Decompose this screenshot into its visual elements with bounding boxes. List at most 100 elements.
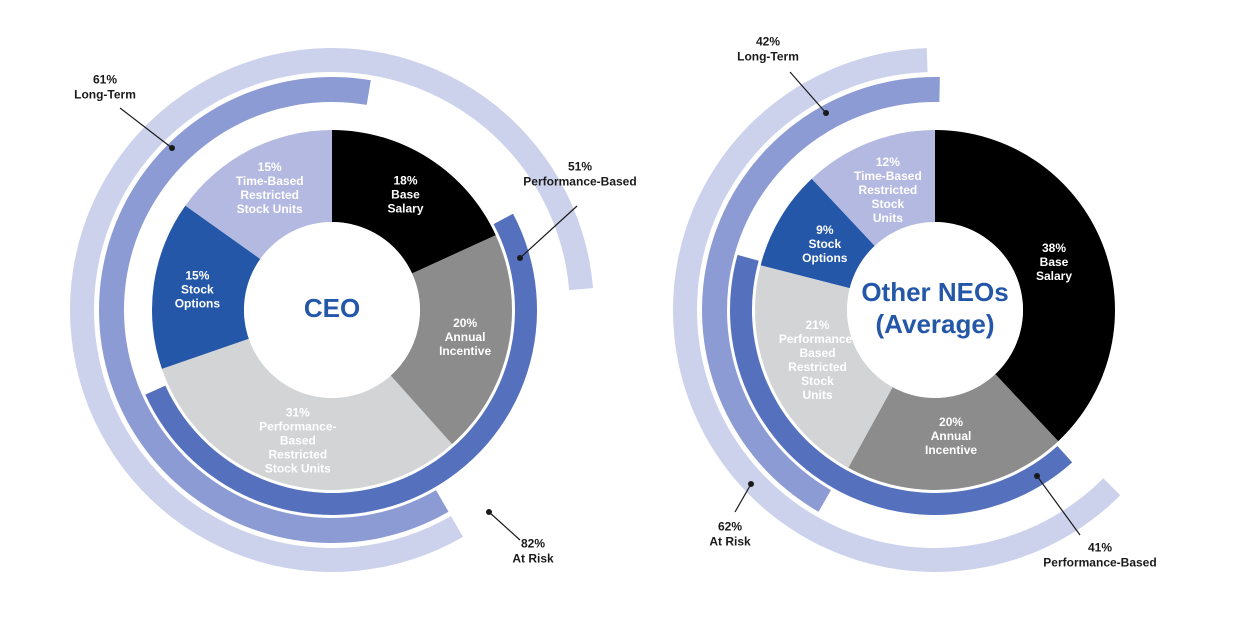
slice-label-line: Salary	[1036, 269, 1072, 283]
ring-annotation-line: Long-Term	[737, 50, 799, 64]
slice-label-line: Restricted	[240, 188, 299, 202]
slice-label: 20% Annual Incentive	[925, 415, 977, 457]
pie-slice	[332, 130, 496, 274]
slice-label-line: Stock	[872, 197, 905, 211]
slice-label-line: Restricted	[859, 183, 918, 197]
slice-label-line: Performance-	[259, 420, 336, 434]
annotation-leader	[488, 511, 521, 541]
slice-label-line: Restricted	[788, 360, 847, 374]
annotation-dot	[517, 255, 523, 261]
slice-label-line: Incentive	[925, 443, 977, 457]
ring-annotation: 42% Long-Term	[737, 35, 799, 64]
slice-label-line: 15%	[185, 269, 209, 283]
pie-slice	[185, 130, 332, 259]
slice-label-line: 21%	[806, 318, 830, 332]
slice-label-line: Stock Units	[265, 462, 331, 476]
chart-title-line: (Average)	[876, 309, 995, 339]
annotation-leader	[519, 205, 578, 259]
slice-label: 38% Base Salary	[1036, 241, 1072, 283]
slice-label-line: Stock	[181, 283, 214, 297]
ring-2-arc	[672, 48, 1121, 573]
pie-slice	[390, 235, 512, 445]
annotation-leader	[119, 107, 173, 149]
ring-annotation: 62% At Risk	[709, 520, 751, 549]
slice-label-line: Performance-	[779, 332, 856, 346]
ring-annotation-line: Performance-Based	[1043, 556, 1156, 570]
annotation-dot	[823, 110, 829, 116]
pie-slice	[848, 374, 1059, 490]
slice-label: 18% Base Salary	[388, 174, 424, 216]
slice-label-line: Stock	[801, 374, 834, 388]
slice-label-line: Time-Based	[854, 169, 922, 183]
slice-label-line: 18%	[394, 174, 418, 188]
ring-annotation: 82% At Risk	[512, 537, 554, 566]
annotation-leader	[734, 483, 752, 513]
chart-title-line: CEO	[304, 293, 360, 323]
annotation-leader	[1036, 475, 1081, 536]
slice-label: 12% Time-Based Restricted Stock Units	[854, 155, 922, 225]
slice-label-line: 9%	[816, 223, 834, 237]
ring-annotation: 51% Performance-Based	[523, 160, 636, 189]
ring-annotation-line: At Risk	[512, 552, 554, 566]
ring-1-arc	[702, 77, 940, 512]
slice-label-line: Restricted	[269, 448, 328, 462]
slice-label-line: 31%	[286, 406, 310, 420]
pie-slice	[161, 338, 453, 491]
chart-title-line: Other NEOs	[861, 277, 1008, 307]
ring-annotation-line: At Risk	[709, 535, 751, 549]
chart-title: Other NEOs (Average)	[861, 277, 1008, 339]
pie-slice	[935, 130, 1116, 442]
slice-label-line: Options	[802, 251, 848, 265]
pie-slice	[152, 205, 261, 369]
chart-title: CEO	[304, 293, 360, 323]
annotation-leader	[789, 71, 827, 114]
annotation-dot	[486, 509, 492, 515]
ring-annotation-line: Performance-Based	[523, 175, 636, 189]
annotation-dot	[748, 481, 754, 487]
slice-label-line: Annual	[931, 429, 972, 443]
slice-label-line: 12%	[876, 155, 900, 169]
slice-label-line: 15%	[258, 160, 282, 174]
ring-annotation-line: 82%	[521, 537, 545, 551]
slice-label-line: Time-Based	[236, 174, 304, 188]
slice-label-line: Units	[873, 211, 903, 225]
slice-label-line: Salary	[388, 202, 424, 216]
pie-slice	[760, 178, 875, 289]
slice-label: 21% Performance-Based Restricted Stock Units	[779, 318, 856, 402]
slice-label-line: 20%	[453, 316, 477, 330]
slice-label-line: Incentive	[439, 344, 491, 358]
slice-label-line: Units	[803, 388, 833, 402]
slice-label-line: Stock Units	[237, 202, 303, 216]
pie-slice	[811, 130, 935, 246]
slice-label-line: Based	[280, 434, 316, 448]
annotation-dot	[1034, 473, 1040, 479]
ring-annotation: 61% Long-Term	[74, 73, 136, 102]
slice-label: 31% Performance-Based Restricted Stock Unit…	[259, 406, 336, 476]
pie-slice	[755, 265, 893, 468]
slice-label-line: 20%	[939, 415, 963, 429]
slice-label: 20% Annual Incentive	[439, 316, 491, 358]
ring-annotation-line: Long-Term	[74, 88, 136, 102]
slice-label: 15% Time-Based Restricted Stock Units	[236, 160, 304, 216]
ring-annotation: 41% Performance-Based	[1043, 541, 1156, 570]
center-hole	[847, 222, 1023, 398]
slice-label-line: Annual	[445, 330, 486, 344]
center-hole	[244, 222, 420, 398]
slice-label-line: Options	[175, 297, 221, 311]
slice-label-line: Base	[1040, 255, 1069, 269]
annotation-dot	[169, 145, 175, 151]
slice-label-line: 38%	[1042, 241, 1066, 255]
slice-label-line: Stock	[808, 237, 841, 251]
ring-annotation-line: 42%	[756, 35, 780, 49]
slice-label-line: Based	[800, 346, 836, 360]
ring-0-arc	[730, 254, 1073, 515]
ring-annotation-line: 51%	[568, 160, 592, 174]
slice-label: 9% Stock Options	[802, 223, 848, 265]
ring-annotation-line: 62%	[718, 520, 742, 534]
ring-annotation-line: 41%	[1088, 541, 1112, 555]
slice-label: 15% Stock Options	[175, 269, 221, 311]
ring-annotation-line: 61%	[93, 73, 117, 87]
